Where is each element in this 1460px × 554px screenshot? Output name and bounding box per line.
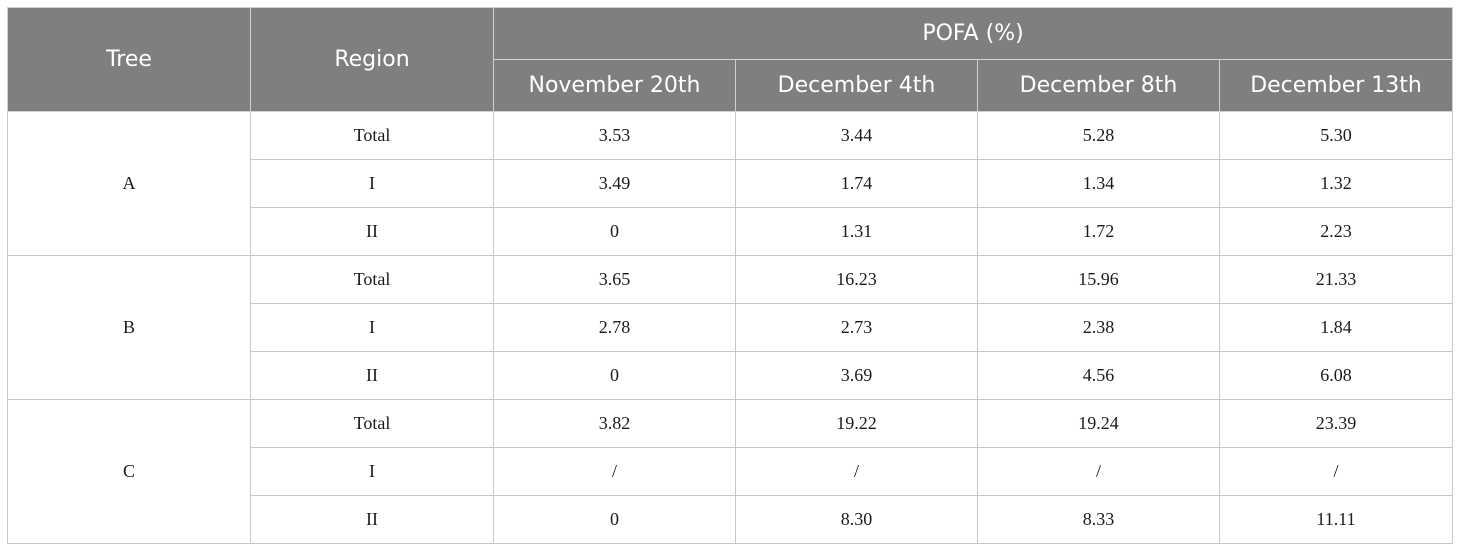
value-cell: 21.33	[1218, 255, 1454, 304]
tree-cell: B	[7, 255, 251, 400]
value-cell: /	[735, 447, 978, 496]
value-cell: 1.32	[1218, 159, 1454, 208]
value-cell: /	[1218, 447, 1454, 496]
value-cell: 19.24	[977, 399, 1220, 448]
date-header: December 13th	[1218, 59, 1454, 112]
value-cell: 1.34	[977, 159, 1220, 208]
header-row-2: November 20th December 4th December 8th …	[8, 59, 1454, 112]
region-cell: II	[250, 351, 494, 400]
value-cell: 1.72	[977, 207, 1220, 256]
value-cell: 3.53	[493, 111, 736, 160]
header-row-1: Tree Region POFA (%)	[7, 7, 1454, 112]
region-header: Region	[250, 7, 494, 112]
value-cell: 6.08	[1218, 351, 1454, 400]
table-row: B Total 3.65 16.23 15.96 21.33	[7, 255, 1454, 400]
value-cell: 0	[493, 495, 736, 544]
region-cell: II	[250, 495, 494, 544]
value-cell: 2.23	[1218, 207, 1454, 256]
value-cell: 3.44	[735, 111, 978, 160]
tree-cell: A	[7, 111, 251, 256]
value-cell: 19.22	[735, 399, 978, 448]
value-cell: 2.38	[977, 303, 1220, 352]
table-body: A Total 3.53 3.44 5.28 5.30 I 3.49 1.74 …	[7, 111, 1454, 544]
value-cell: 11.11	[1218, 495, 1454, 544]
region-cell: Total	[250, 111, 494, 160]
value-cell: 8.33	[977, 495, 1220, 544]
value-cell: 3.49	[493, 159, 736, 208]
table-header: Tree Region POFA (%) November 20th Decem…	[7, 7, 1454, 112]
value-cell: /	[977, 447, 1220, 496]
region-cell: Total	[250, 399, 494, 448]
table-row: C Total 3.82 19.22 19.24 23.39	[7, 399, 1454, 544]
value-cell: 15.96	[977, 255, 1220, 304]
date-header: December 8th	[977, 59, 1220, 112]
pofa-group-header: POFA (%)	[492, 7, 1454, 60]
date-header: December 4th	[735, 59, 978, 112]
value-cell: 1.31	[735, 207, 978, 256]
value-cell: 0	[493, 207, 736, 256]
region-cell: I	[250, 303, 494, 352]
value-cell: 4.56	[977, 351, 1220, 400]
table-row: A Total 3.53 3.44 5.28 5.30	[7, 111, 1454, 256]
table-row: II 0 3.69 4.56 6.08	[8, 351, 1454, 400]
value-cell: 0	[493, 351, 736, 400]
region-cell: Total	[250, 255, 494, 304]
value-cell: 5.28	[977, 111, 1220, 160]
table-row: I 2.78 2.73 2.38 1.84	[8, 303, 1454, 352]
value-cell: 1.74	[735, 159, 978, 208]
table-row: II 0 1.31 1.72 2.23	[8, 207, 1454, 256]
table-row: II 0 8.30 8.33 11.11	[8, 495, 1454, 544]
value-cell: 8.30	[735, 495, 978, 544]
value-cell: 16.23	[735, 255, 978, 304]
value-cell: 1.84	[1218, 303, 1454, 352]
value-cell: 5.30	[1218, 111, 1454, 160]
value-cell: 3.65	[493, 255, 736, 304]
region-cell: II	[250, 207, 494, 256]
value-cell: /	[493, 447, 736, 496]
tree-header: Tree	[7, 7, 251, 112]
value-cell: 23.39	[1218, 399, 1454, 448]
value-cell: 3.82	[493, 399, 736, 448]
pofa-table: Tree Region POFA (%) November 20th Decem…	[7, 7, 1454, 544]
region-cell: I	[250, 447, 494, 496]
value-cell: 3.69	[735, 351, 978, 400]
date-header: November 20th	[493, 59, 736, 112]
tree-cell: C	[7, 399, 251, 544]
value-cell: 2.78	[493, 303, 736, 352]
value-cell: 2.73	[735, 303, 978, 352]
region-cell: I	[250, 159, 494, 208]
